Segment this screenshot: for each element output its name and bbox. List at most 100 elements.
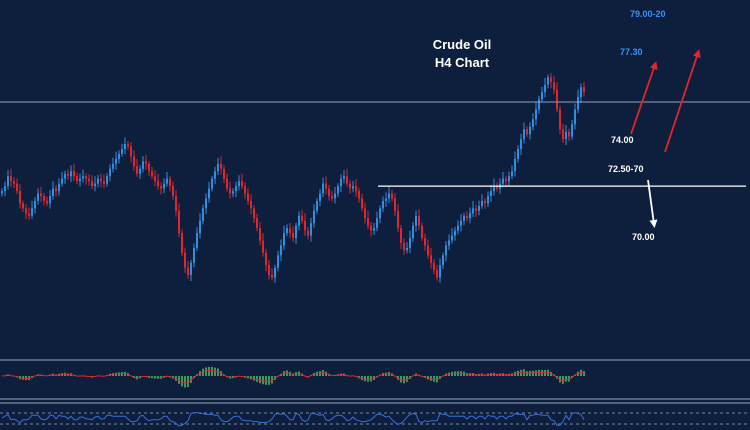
candle: [10, 168, 12, 188]
candle: [583, 82, 585, 97]
candle-body: [307, 230, 309, 236]
candle: [538, 95, 540, 114]
macd-panel: [0, 359, 750, 400]
candle: [7, 170, 9, 190]
candle-body: [460, 220, 462, 226]
candle: [469, 207, 471, 224]
candle: [304, 213, 306, 236]
candle: [244, 182, 246, 199]
candle-body: [373, 228, 375, 231]
candle: [34, 197, 36, 214]
candle-body: [538, 99, 540, 110]
candle-body: [364, 208, 366, 219]
candle-body: [241, 181, 243, 187]
candle-body: [196, 233, 198, 248]
candle-body: [349, 183, 351, 189]
candle-body: [229, 188, 231, 194]
candle: [271, 268, 273, 281]
candle: [1, 188, 3, 197]
candle: [364, 202, 366, 224]
candle-body: [532, 119, 534, 127]
candle: [265, 249, 267, 272]
candle-body: [292, 233, 294, 239]
rsi-panel: [0, 402, 750, 427]
candle-body: [382, 200, 384, 209]
candle-body: [556, 89, 558, 110]
candle-body: [232, 191, 234, 194]
candle: [400, 225, 402, 249]
candle: [424, 233, 426, 251]
candle-body: [136, 166, 138, 174]
candle-body: [97, 178, 99, 184]
candle-body: [211, 178, 213, 189]
candle-body: [496, 186, 498, 189]
candle-body: [355, 186, 357, 192]
candle-body: [181, 233, 183, 253]
candle: [136, 158, 138, 177]
candle-body: [205, 198, 207, 209]
candle: [118, 150, 120, 164]
candle: [109, 164, 111, 182]
candle: [250, 194, 252, 215]
candle: [205, 193, 207, 215]
candle: [541, 86, 543, 103]
candle: [532, 113, 534, 131]
candle-body: [88, 178, 90, 182]
candle-body: [166, 178, 168, 184]
candle-body: [73, 171, 75, 177]
candle: [487, 191, 489, 208]
candle-body: [430, 255, 432, 263]
candle-body: [487, 195, 489, 204]
candle: [175, 190, 177, 217]
candle-body: [403, 242, 405, 251]
candle: [556, 82, 558, 113]
candle-body: [472, 208, 474, 214]
candle: [40, 186, 42, 202]
candle-body: [1, 191, 3, 194]
candle: [70, 165, 72, 183]
candle-body: [172, 186, 174, 196]
arrow-up-long: [664, 49, 701, 153]
candles-group: [1, 72, 585, 283]
candle-body: [208, 188, 210, 199]
candle-body: [343, 176, 345, 179]
candle: [232, 188, 234, 198]
candle: [115, 151, 117, 170]
candle-body: [577, 97, 579, 110]
candle: [202, 204, 204, 225]
candle-body: [286, 228, 288, 234]
candle-body: [523, 129, 525, 140]
candle: [502, 172, 504, 188]
candle: [220, 156, 222, 175]
macd-signal-line: [1, 370, 585, 384]
candle: [313, 204, 315, 228]
candle: [79, 173, 81, 187]
candle: [166, 172, 168, 187]
candle: [55, 184, 57, 197]
candle: [190, 259, 192, 282]
candle: [268, 260, 270, 280]
candle-body: [226, 178, 228, 189]
candle: [574, 103, 576, 130]
candle-body: [394, 198, 396, 211]
candle: [415, 210, 417, 232]
candle: [409, 230, 411, 254]
candle-body: [448, 240, 450, 246]
candle-body: [295, 225, 297, 239]
candle: [127, 141, 129, 151]
candle: [25, 203, 27, 220]
candle: [319, 189, 321, 207]
candle-body: [49, 195, 51, 204]
candle-body: [400, 228, 402, 243]
candle: [577, 89, 579, 114]
candle: [226, 173, 228, 192]
candle: [418, 209, 420, 231]
candle: [412, 221, 414, 242]
candle-body: [31, 208, 33, 216]
candle: [73, 163, 75, 181]
candle: [58, 178, 60, 196]
candle: [445, 240, 447, 262]
candle: [526, 126, 528, 138]
